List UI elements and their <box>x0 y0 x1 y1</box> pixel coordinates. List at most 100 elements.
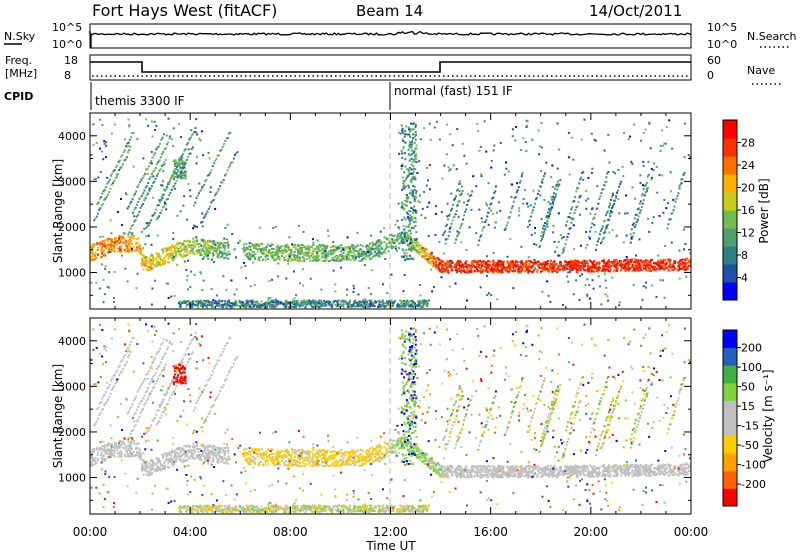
power-point <box>424 255 427 258</box>
power-point <box>324 247 327 250</box>
power-point <box>179 210 182 213</box>
power-point <box>683 265 686 268</box>
power-point <box>174 159 177 162</box>
power-point <box>417 304 420 307</box>
power-point <box>368 242 371 245</box>
power-point <box>192 302 195 305</box>
power-point <box>414 209 417 212</box>
power-point <box>529 215 532 218</box>
power-point <box>635 213 638 216</box>
power-point <box>331 257 334 260</box>
power-point <box>611 210 614 213</box>
power-point <box>431 290 434 293</box>
power-point <box>371 256 374 259</box>
power-point <box>465 208 468 211</box>
power-point <box>208 304 211 307</box>
power-point <box>634 223 637 226</box>
power-point <box>410 215 413 218</box>
power-point <box>453 199 456 202</box>
power-point <box>590 132 593 135</box>
power-point <box>507 170 510 173</box>
power-point <box>358 259 361 262</box>
power-point <box>480 175 483 178</box>
power-point <box>650 167 653 170</box>
power-point <box>325 300 328 303</box>
power-point <box>648 269 651 272</box>
power-point <box>146 268 149 271</box>
power-point <box>363 264 366 267</box>
power-point <box>290 259 293 262</box>
power-point <box>314 259 317 262</box>
power-point <box>201 303 204 306</box>
power-point <box>476 122 479 125</box>
power-point <box>624 268 627 271</box>
power-point <box>584 246 587 249</box>
power-point <box>107 237 110 240</box>
power-point <box>451 269 454 272</box>
power-point <box>150 185 153 188</box>
power-point <box>587 197 590 200</box>
power-point <box>267 303 270 306</box>
power-point <box>563 246 566 249</box>
power-point <box>198 252 201 255</box>
power-point <box>285 250 288 253</box>
power-point <box>527 266 530 269</box>
power-point <box>633 217 636 220</box>
power-point <box>406 212 409 215</box>
power-point <box>150 303 153 306</box>
power-point <box>623 259 626 262</box>
power-point <box>449 264 452 267</box>
power-point <box>403 171 406 174</box>
power-point <box>388 240 391 243</box>
power-point <box>626 260 629 263</box>
power-point <box>458 182 461 185</box>
power-point <box>225 242 228 245</box>
power-point <box>100 263 103 266</box>
power-point <box>504 269 507 272</box>
power-point <box>204 305 207 308</box>
power-point <box>325 304 328 307</box>
power-point <box>195 197 198 200</box>
power-point <box>285 255 288 258</box>
power-point <box>669 171 672 174</box>
nsearch-tick-bottom: 10^0 <box>707 38 737 51</box>
power-point <box>664 265 667 268</box>
power-point <box>124 250 127 253</box>
power-point <box>532 262 535 265</box>
power-point <box>92 246 95 249</box>
power-point <box>459 265 462 268</box>
power-point <box>195 304 198 307</box>
power-point <box>176 161 179 164</box>
power-point <box>509 266 512 269</box>
power-point <box>340 257 343 260</box>
power-point <box>354 247 357 250</box>
power-point <box>625 259 628 262</box>
power-point <box>313 255 316 258</box>
power-point <box>613 259 616 262</box>
power-point <box>409 180 412 183</box>
power-point <box>585 199 588 202</box>
power-point <box>639 181 642 184</box>
power-point <box>413 188 416 191</box>
power-point <box>553 240 556 243</box>
power-point <box>426 206 429 209</box>
power-point <box>378 241 381 244</box>
power-point <box>117 160 120 163</box>
power-point <box>429 138 432 141</box>
power-point <box>597 202 600 205</box>
power-point <box>251 243 254 246</box>
power-point <box>479 286 482 289</box>
power-point <box>459 266 462 269</box>
power-point <box>297 224 300 227</box>
power-point <box>383 251 386 254</box>
power-point <box>282 303 285 306</box>
power-point <box>442 233 445 236</box>
power-point <box>156 216 159 219</box>
power-point <box>441 267 444 270</box>
power-point <box>415 249 418 252</box>
power-point <box>197 192 200 195</box>
power-point <box>606 210 609 213</box>
power-point <box>122 236 125 239</box>
power-point <box>494 190 497 193</box>
power-point <box>490 166 493 169</box>
